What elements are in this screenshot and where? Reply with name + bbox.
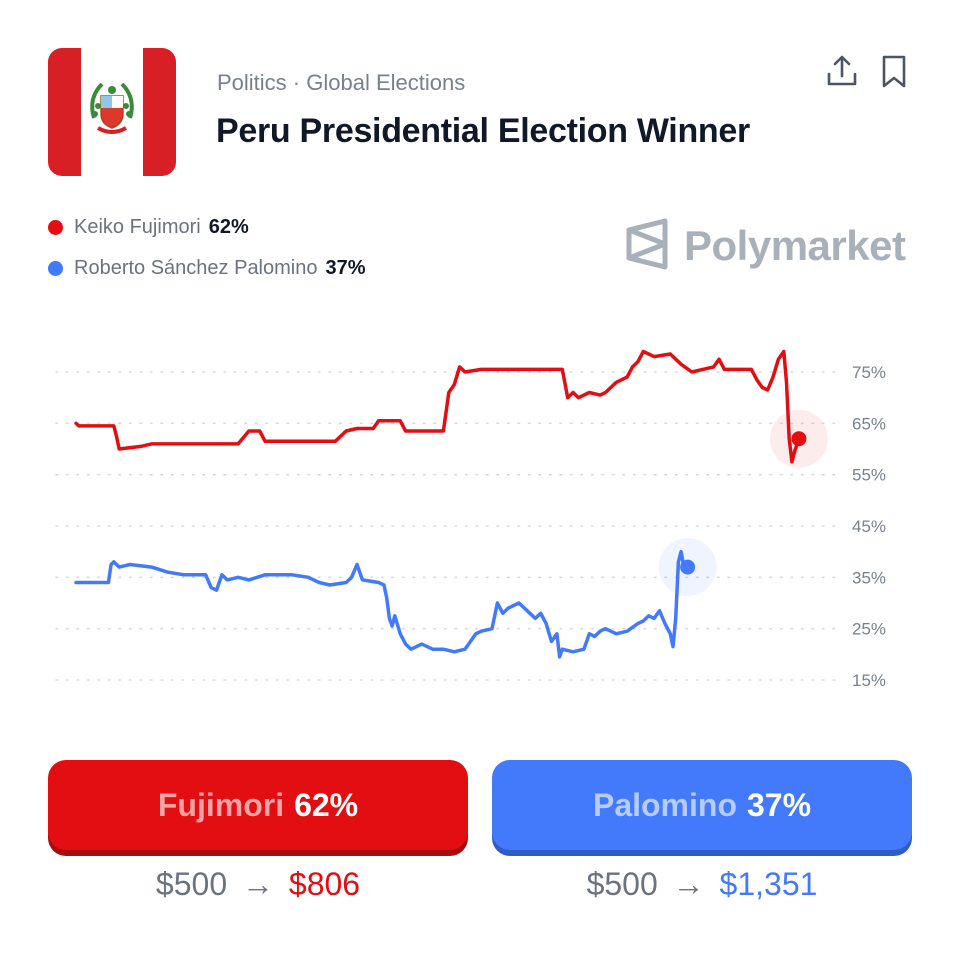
legend-pct: 62% (208, 215, 249, 238)
y-tick-label: 45% (852, 517, 886, 536)
payout-fujimori: $500 → $806 (48, 866, 468, 903)
buy-palomino-button[interactable]: Palomino 37% (492, 760, 912, 850)
y-tick-label: 55% (852, 466, 886, 485)
bet-pct: 37% (746, 786, 812, 823)
y-tick-label: 65% (852, 414, 886, 433)
bookmark-icon[interactable] (874, 52, 914, 92)
polymarket-brand: Polymarket (624, 218, 906, 275)
legend-dot-fujimori (48, 219, 63, 235)
payout-value: $1,351 (719, 866, 818, 902)
buy-fujimori-button[interactable]: Fujimori 62% (48, 760, 468, 850)
y-tick-label: 35% (852, 568, 886, 587)
stake: $500 (155, 866, 228, 902)
bet-pct: 62% (294, 786, 359, 823)
arrow-icon: → (672, 866, 705, 902)
legend-dot-palomino (48, 260, 63, 276)
y-tick-label: 25% (852, 620, 886, 639)
y-tick-label: 15% (852, 671, 886, 690)
bet-name: Fujimori (157, 786, 285, 823)
legend-name: Keiko Fujimori (74, 215, 201, 238)
legend-name: Roberto Sánchez Palomino (74, 256, 318, 279)
share-icon[interactable] (822, 52, 862, 92)
payout-palomino: $500 → $1,351 (492, 866, 912, 903)
series-line-fujimori (74, 349, 801, 464)
series-line-palomino (74, 549, 690, 659)
legend-item-fujimori: Keiko Fujimori 62% (48, 214, 249, 240)
current-value-point (791, 431, 807, 447)
brand-name: Polymarket (684, 222, 906, 269)
bet-name: Palomino (592, 786, 737, 823)
market-title: Peru Presidential Election Winner (216, 112, 750, 150)
market-category: Politics · Global Elections (217, 70, 466, 95)
polymarket-logo-icon (624, 218, 670, 275)
price-history-chart: 75% 65% 55% 45% 35% 25% 15% (55, 349, 886, 690)
arrow-icon: → (242, 866, 274, 902)
payout-value: $806 (288, 866, 361, 902)
legend-item-palomino: Roberto Sánchez Palomino 37% (48, 255, 366, 281)
stake: $500 (586, 866, 658, 902)
legend-pct: 37% (325, 256, 366, 279)
current-value-point (680, 559, 696, 575)
y-tick-label: 75% (852, 363, 886, 382)
peru-flag-icon (48, 48, 176, 176)
